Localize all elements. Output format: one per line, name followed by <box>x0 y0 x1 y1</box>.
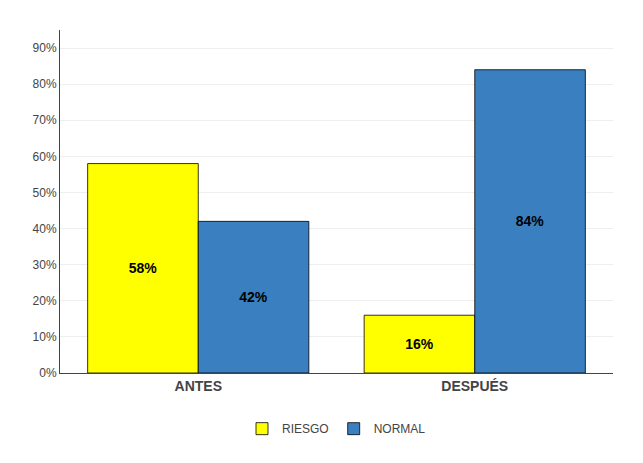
svg-text:80%: 80% <box>33 77 57 91</box>
svg-text:ANTES: ANTES <box>175 378 222 394</box>
svg-text:30%: 30% <box>33 258 57 272</box>
svg-text:RIESGO: RIESGO <box>282 422 329 436</box>
svg-text:20%: 20% <box>33 294 57 308</box>
svg-text:0%: 0% <box>39 366 57 380</box>
svg-text:70%: 70% <box>33 113 57 127</box>
svg-text:42%: 42% <box>239 289 268 305</box>
svg-text:NORMAL: NORMAL <box>374 422 426 436</box>
svg-text:58%: 58% <box>129 260 158 276</box>
svg-text:84%: 84% <box>516 213 545 229</box>
svg-text:40%: 40% <box>33 222 57 236</box>
svg-text:DESPUÉS: DESPUÉS <box>441 378 508 394</box>
svg-text:60%: 60% <box>33 150 57 164</box>
svg-text:16%: 16% <box>405 336 434 352</box>
svg-text:90%: 90% <box>33 41 57 55</box>
svg-text:10%: 10% <box>33 330 57 344</box>
svg-text:50%: 50% <box>33 186 57 200</box>
